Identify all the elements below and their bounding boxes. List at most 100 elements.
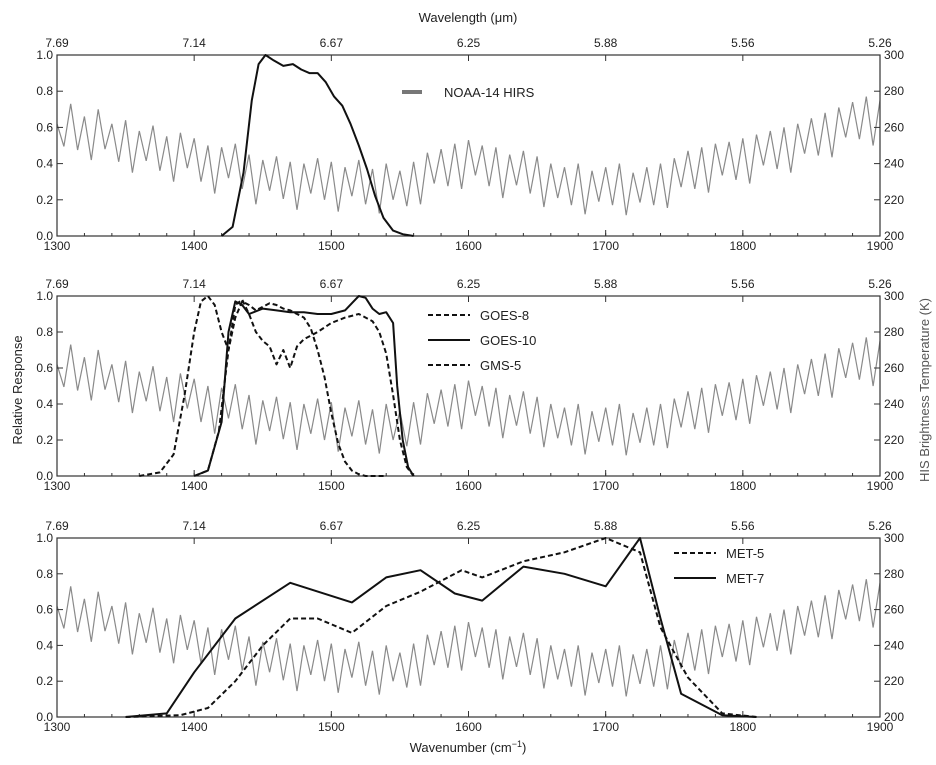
x-tick-label: 1800	[729, 239, 756, 253]
y-right-tick-label: 200	[884, 469, 904, 483]
background-spectrum-line	[56, 96, 881, 216]
top-tick-label: 7.14	[182, 519, 206, 533]
y-left-tick-label: 1.0	[36, 531, 53, 545]
legend-label: GOES-10	[480, 333, 536, 348]
y-left-tick-label: 1.0	[36, 48, 53, 62]
y-left-tick-label: 0.8	[36, 325, 53, 339]
top-tick-label: 6.25	[457, 277, 481, 291]
y-right-tick-label: 220	[884, 433, 904, 447]
y-right-tick-label: 200	[884, 229, 904, 243]
x-tick-label: 1400	[181, 239, 208, 253]
y-left-tick-label: 0.2	[36, 193, 53, 207]
x-tick-label: 1300	[44, 239, 71, 253]
y-left-tick-label: 0.4	[36, 638, 53, 652]
plot-frame	[56, 295, 881, 477]
series-line-gms-5	[193, 298, 415, 477]
y-left-tick-label: 0.6	[36, 603, 53, 617]
y-left-tick-label: 0.8	[36, 84, 53, 98]
panel-middle: 1300 1400 1500 1600 1700 1800 1900 7.69 7.14 6.67…	[36, 277, 904, 493]
legend-label: MET-7	[726, 571, 764, 586]
top-tick-label: 7.69	[45, 36, 69, 50]
top-tick-label: 7.69	[45, 519, 69, 533]
y-left-tick-label: 0.6	[36, 361, 53, 375]
top-tick-label: 7.14	[182, 277, 206, 291]
y-right-tick-label: 240	[884, 157, 904, 171]
y-left-tick-label: 0.4	[36, 397, 53, 411]
series-line-goes-10	[193, 295, 415, 477]
x-tick-label: 1900	[867, 479, 894, 493]
x-tick-label: 1300	[44, 720, 71, 734]
x-tick-label: 1600	[455, 720, 482, 734]
x-tick-label: 1500	[318, 239, 345, 253]
plot-frame	[56, 537, 881, 718]
y-right-tick-label: 220	[884, 674, 904, 688]
legend-label: GOES-8	[480, 308, 529, 323]
x-tick-label: 1700	[592, 239, 619, 253]
top-tick-label: 5.88	[594, 519, 618, 533]
y-right-tick-label: 200	[884, 710, 904, 724]
top-tick-label: 6.25	[457, 519, 481, 533]
y-left-tick-label: 0.0	[36, 710, 53, 724]
y-right-tick-label: 280	[884, 325, 904, 339]
x-tick-label: 1700	[592, 720, 619, 734]
legend-label: MET-5	[726, 546, 764, 561]
series-line-met-5	[125, 537, 757, 718]
x-tick-label: 1600	[455, 239, 482, 253]
bottom-axis-title-main: Wavenumber (cm	[410, 740, 512, 755]
bottom-axis-title-sup: −1	[512, 739, 522, 749]
x-tick-label: 1800	[729, 479, 756, 493]
y-left-tick-label: 0.4	[36, 157, 53, 171]
background-spectrum-line	[56, 337, 881, 456]
top-tick-label: 6.67	[320, 519, 344, 533]
top-tick-label: 6.67	[320, 277, 344, 291]
y-right-tick-label: 220	[884, 193, 904, 207]
series-line-goes-8	[139, 295, 387, 477]
series-line-met-7	[125, 537, 757, 718]
y-right-tick-label: 240	[884, 397, 904, 411]
top-tick-label: 7.69	[45, 277, 69, 291]
top-tick-label: 5.56	[731, 277, 755, 291]
panel-bottom: 1300 1400 1500 1600 1700 1800 1900 7.69 7.14 6.67…	[36, 519, 904, 734]
series-line-noaa-14-hirs	[220, 54, 414, 237]
x-tick-label: 1600	[455, 479, 482, 493]
y-right-tick-label: 300	[884, 289, 904, 303]
x-tick-label: 1400	[181, 720, 208, 734]
left-axis-title: Relative Response	[10, 335, 25, 444]
y-right-tick-label: 240	[884, 638, 904, 652]
legend-label: NOAA-14 HIRS	[444, 85, 535, 100]
y-right-tick-label: 280	[884, 567, 904, 581]
top-tick-label: 5.56	[731, 519, 755, 533]
y-right-tick-label: 300	[884, 531, 904, 545]
bottom-axis-title: Wavenumber (cm−1)	[410, 739, 527, 755]
top-axis-title: Wavelength (μm)	[419, 10, 518, 25]
x-tick-label: 1900	[867, 239, 894, 253]
y-right-tick-label: 260	[884, 361, 904, 375]
x-tick-label: 1500	[318, 720, 345, 734]
top-tick-label: 5.88	[594, 277, 618, 291]
y-right-tick-label: 260	[884, 603, 904, 617]
legend-label: GMS-5	[480, 358, 521, 373]
y-left-tick-label: 0.8	[36, 567, 53, 581]
y-right-tick-label: 260	[884, 120, 904, 134]
y-left-tick-label: 1.0	[36, 289, 53, 303]
top-tick-label: 5.88	[594, 36, 618, 50]
top-tick-label: 6.67	[320, 36, 344, 50]
y-left-tick-label: 0.0	[36, 229, 53, 243]
top-tick-label: 5.26	[868, 277, 892, 291]
top-tick-label: 5.26	[868, 519, 892, 533]
top-tick-label: 5.26	[868, 36, 892, 50]
plot-frame	[56, 54, 881, 237]
y-right-tick-label: 280	[884, 84, 904, 98]
background-spectrum-line	[56, 579, 881, 697]
y-left-tick-label: 0.2	[36, 674, 53, 688]
x-tick-label: 1700	[592, 479, 619, 493]
x-tick-label: 1800	[729, 720, 756, 734]
x-tick-label: 1400	[181, 479, 208, 493]
y-left-tick-label: 0.2	[36, 433, 53, 447]
x-tick-label: 1900	[867, 720, 894, 734]
y-right-tick-label: 300	[884, 48, 904, 62]
top-tick-label: 6.25	[457, 36, 481, 50]
top-tick-label: 5.56	[731, 36, 755, 50]
panel-top: 1300 1400 1500 1600 1700 1800 1900 7.69 7.14 6.67…	[36, 36, 904, 253]
